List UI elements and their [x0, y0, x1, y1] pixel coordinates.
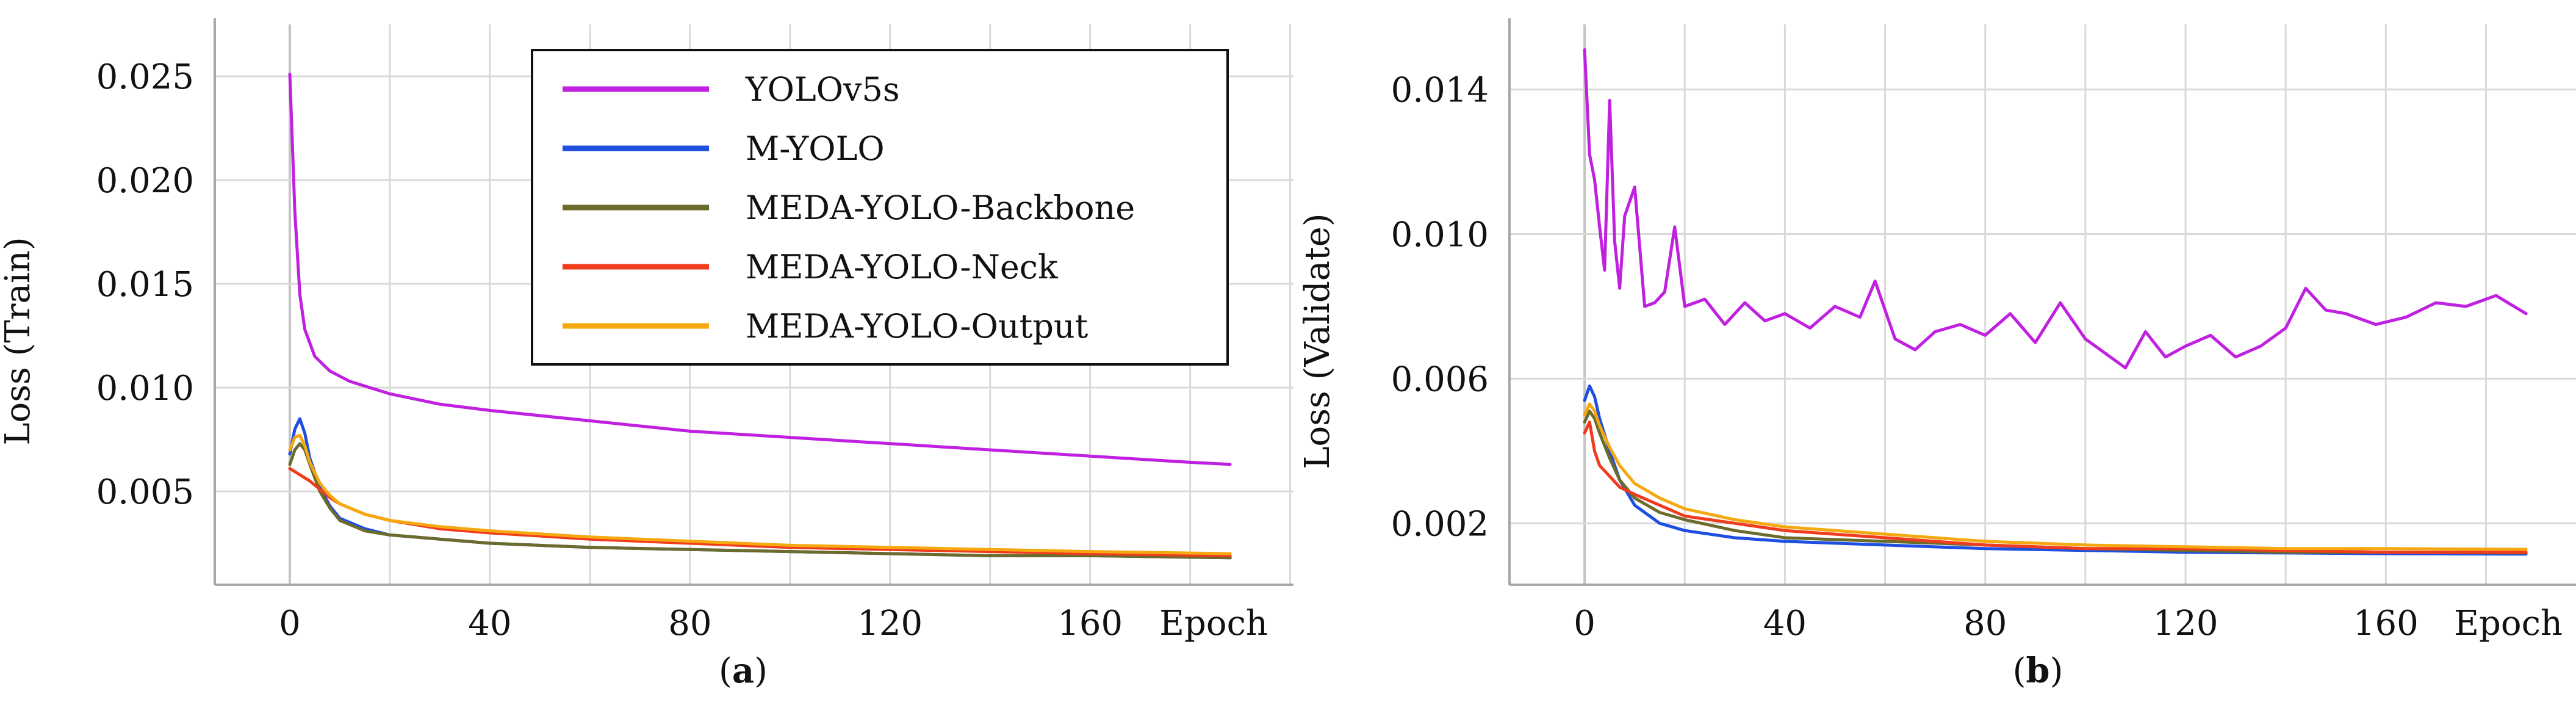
x-tick-label: 80: [668, 604, 711, 643]
x-tick-label: 160: [2353, 604, 2419, 643]
x-tick-label: 120: [857, 604, 923, 643]
series-line-m-yolo: [1583, 384, 2528, 556]
series-line-meda-yolo-neck: [1583, 421, 2528, 554]
y-tick-label: 0.015: [96, 265, 194, 305]
series-line-meda-yolo-backbone: [288, 442, 1232, 560]
x-tick-label: 0: [279, 604, 301, 643]
y-tick-label: 0.014: [1391, 71, 1489, 110]
x-tick-label: 40: [468, 604, 511, 643]
panel-a-train-loss: 0.005 0.010 0.015 0.020 0.025 0 40 80 120 160 Epoc…: [0, 18, 1293, 691]
x-tick-label: 160: [1057, 604, 1123, 643]
y-tick-label: 0.006: [1391, 360, 1489, 399]
x-tick-label: 80: [1963, 604, 2007, 643]
y-tick-label: 0.005: [96, 472, 194, 512]
y-axis-label: Loss (Train): [0, 237, 38, 445]
x-tick-label: 120: [2153, 604, 2218, 643]
x-tick-label: 40: [1763, 604, 1807, 643]
x-tick-label: 0: [1574, 604, 1596, 643]
panel-label: (b): [2013, 651, 2063, 691]
x-axis-label: Epoch: [2454, 604, 2563, 643]
panel-b-validate-loss: 0.002 0.006 0.010 0.014 0 40 80 120 160 Epoch Loss…: [1298, 18, 2576, 691]
series-line-yolov5s: [1583, 48, 2528, 370]
y-tick-label: 0.020: [96, 161, 194, 201]
legend-label-m-yolo: M-YOLO: [746, 129, 885, 168]
y-axis-label: Loss (Validate): [1298, 213, 1337, 469]
y-tick-label: 0.002: [1391, 504, 1489, 544]
legend-label-meda-yolo-neck: MEDA-YOLO-Neck: [746, 248, 1059, 286]
legend-label-meda-yolo-backbone: MEDA-YOLO-Backbone: [746, 189, 1135, 227]
series-line-meda-yolo-output: [1583, 402, 2528, 551]
panel-label: (a): [719, 651, 768, 691]
series-line-yolov5s: [288, 73, 1232, 466]
y-tick-label: 0.010: [1391, 215, 1489, 255]
legend-label-meda-yolo-output: MEDA-YOLO-Output: [746, 307, 1088, 345]
legend: YOLOv5s M-YOLO MEDA-YOLO-Backbone MEDA-YOLO…: [531, 49, 1229, 366]
series-line-meda-yolo-neck: [288, 467, 1232, 557]
series-line-meda-yolo-backbone: [1583, 410, 2528, 555]
y-tick-label: 0.010: [96, 369, 194, 408]
y-tick-label: 0.025: [96, 57, 194, 97]
x-axis-label: Epoch: [1159, 604, 1268, 643]
series-line-meda-yolo-output: [288, 433, 1232, 555]
legend-label-yolov5s: YOLOv5s: [745, 70, 900, 109]
